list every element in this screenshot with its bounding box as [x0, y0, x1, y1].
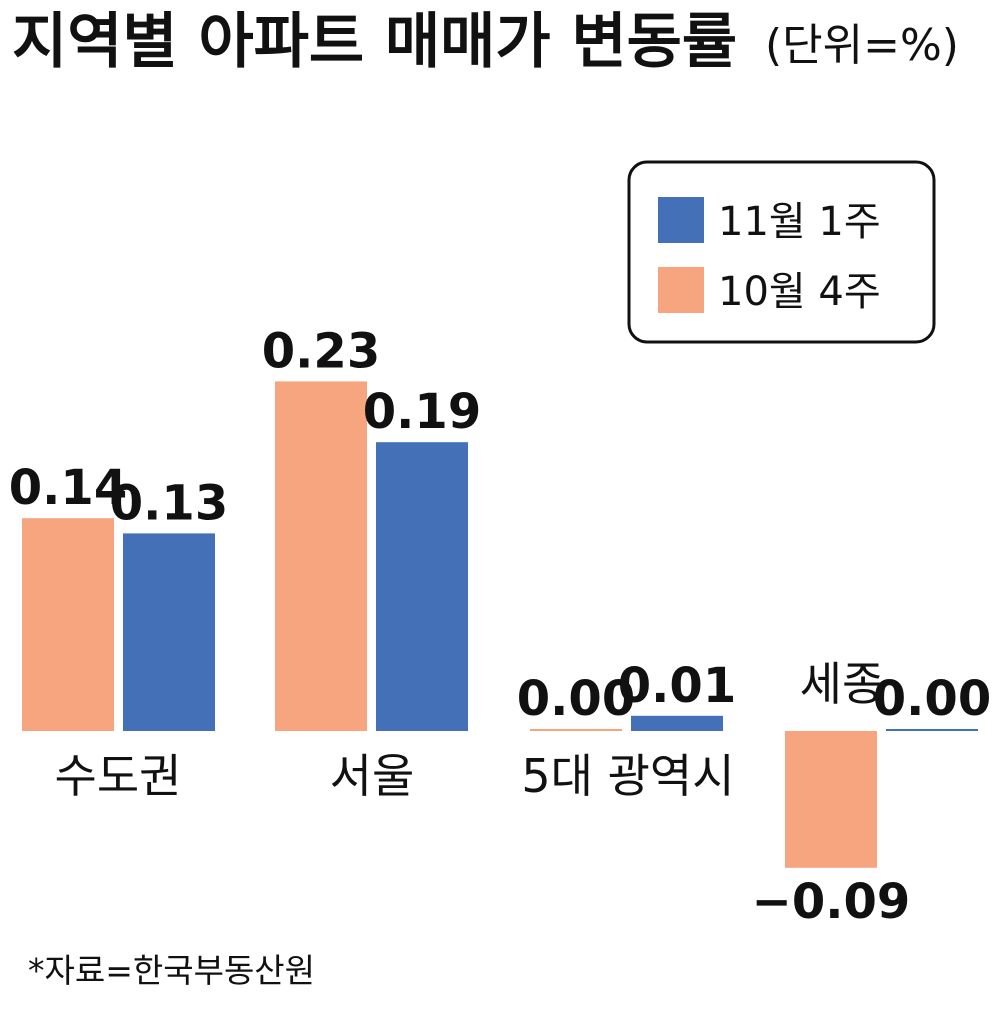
- value-label-수도권-10월-4주: 0.14: [9, 460, 127, 516]
- category-label-5대-광역시: 5대 광역시: [521, 749, 734, 803]
- value-label-5대-광역시-11월-1주: 0.01: [618, 658, 736, 714]
- value-label-수도권-11월-1주: 0.13: [110, 475, 228, 531]
- bar-서울-10월-4주: [275, 381, 367, 731]
- legend-box: [627, 160, 936, 344]
- category-label-세종: 세종: [800, 657, 885, 711]
- value-label-세종-11월-1주: 0.00: [873, 671, 991, 727]
- bar-5대-광역시-11월-1주: [631, 715, 723, 731]
- bar-세종-10월-4주: [785, 731, 877, 868]
- bar-서울-11월-1주: [376, 442, 468, 731]
- category-label-수도권: 수도권: [55, 749, 182, 803]
- bar-세종-11월-1주: [886, 729, 978, 731]
- bar-수도권-11월-1주: [123, 533, 215, 731]
- value-label-서울-11월-1주: 0.19: [363, 384, 481, 440]
- legend-label-11월-1주: 11월 1주: [718, 199, 881, 245]
- chart-unit: (단위=%): [765, 20, 959, 71]
- bar-수도권-10월-4주: [22, 518, 114, 731]
- legend-swatch-10월-4주: [658, 267, 704, 313]
- legend-label-10월-4주: 10월 4주: [718, 269, 881, 315]
- bar-5대-광역시-10월-4주: [530, 729, 622, 731]
- source-note: *자료=한국부동산원: [28, 951, 315, 990]
- legend-swatch-11월-1주: [658, 197, 704, 243]
- legend: 11월 1주 10월 4주: [627, 160, 936, 344]
- bars-layer: [22, 381, 978, 868]
- value-label-세종-10월-4주: −0.09: [752, 874, 911, 930]
- value-label-서울-10월-4주: 0.23: [262, 323, 380, 379]
- category-label-서울: 서울: [330, 749, 415, 803]
- chart-title: 지역별 아파트 매매가 변동률: [12, 7, 737, 77]
- value-label-5대-광역시-10월-4주: 0.00: [517, 671, 635, 727]
